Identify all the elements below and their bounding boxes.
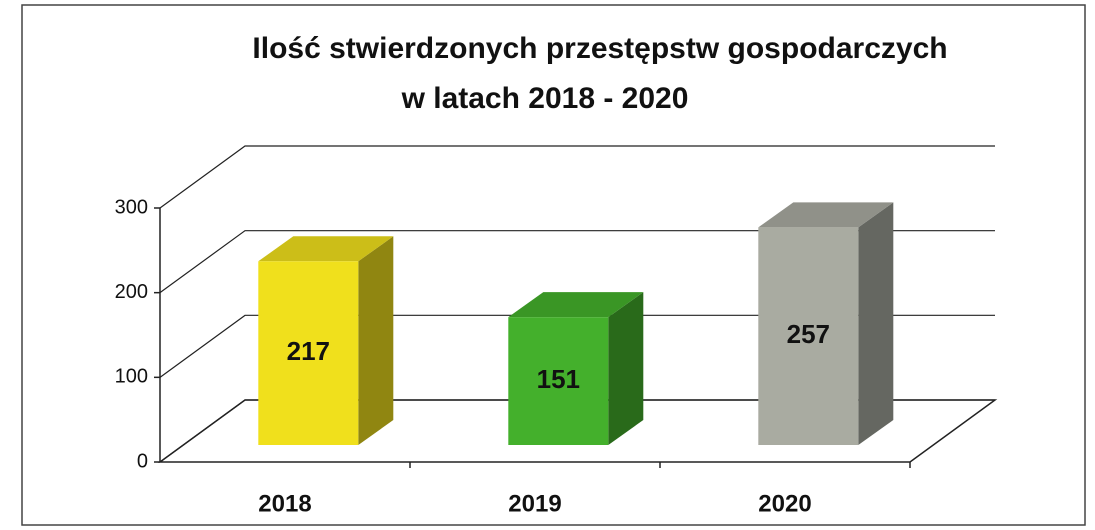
x-tick-label: 2020: [758, 490, 811, 517]
bar-top: [508, 292, 644, 318]
bar: [258, 261, 359, 445]
bar-side: [858, 202, 894, 445]
grid-line: [159, 399, 995, 463]
bar-side: [358, 236, 394, 445]
grid-line: [159, 230, 995, 294]
chart-title: w latach 2018 - 2020: [401, 82, 689, 115]
chart-title: Ilość stwierdzonych przestępstw gospodar…: [252, 32, 947, 65]
y-tick-label: 100: [115, 366, 148, 388]
bar-side: [608, 292, 644, 445]
x-tick-label: 2019: [508, 490, 561, 517]
value-label: 257: [787, 319, 830, 349]
y-tick-label: 300: [115, 196, 148, 218]
value-label: 151: [537, 364, 580, 394]
bar-top: [758, 202, 894, 228]
value-label: 217: [287, 336, 330, 366]
x-tick-label: 2018: [258, 490, 311, 517]
bar: [508, 317, 609, 445]
bar: [758, 227, 859, 445]
grid-line: [159, 314, 995, 378]
bar-top: [258, 236, 394, 262]
grid-line: [159, 145, 995, 209]
y-tick-label: 200: [115, 281, 148, 303]
y-tick-label: 0: [137, 450, 148, 472]
